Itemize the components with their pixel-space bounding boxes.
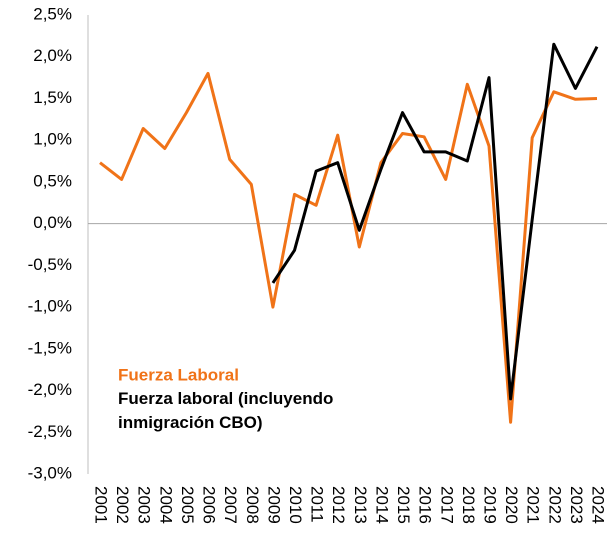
x-tick-label: 2018 [459,486,478,524]
x-tick-label: 2004 [156,486,175,524]
x-tick-label: 2006 [200,486,219,524]
x-tick-label: 2010 [286,486,305,524]
x-tick-label: 2001 [92,486,111,524]
x-tick-label: 2013 [351,486,370,524]
x-tick-label: 2022 [545,486,564,524]
x-tick-label: 2015 [394,486,413,524]
x-tick-label: 2021 [524,486,543,524]
y-tick-label: 0,0% [33,213,72,232]
x-tick-label: 2017 [437,486,456,524]
series-line [271,42,599,401]
y-tick-label: -2,5% [28,422,72,441]
legend-label: Fuerza Laboral [118,365,239,384]
x-tick-label: 2011 [308,486,327,523]
x-tick-label: 2007 [221,486,240,524]
x-tick-label: 2016 [416,486,435,524]
x-tick-label: 2005 [178,486,197,524]
x-tick-label: 2008 [243,486,262,524]
y-tick-label: 2,0% [33,46,72,65]
x-tick-label: 2023 [567,486,586,524]
y-tick-label: -1,5% [28,338,72,357]
y-tick-label: 0,5% [33,171,72,190]
legend-label: Fuerza laboral (incluyendo inmigración CB… [118,389,333,432]
x-tick-label: 2024 [589,486,608,524]
y-tick-label: -3,0% [28,463,72,482]
x-tick-label: 2009 [264,486,283,524]
y-tick-label: 1,0% [33,130,72,149]
y-tick-label: -2,0% [28,380,72,399]
x-tick-label: 2020 [502,486,521,524]
y-tick-label: -0,5% [28,255,72,274]
x-tick-label: 2002 [113,486,132,524]
x-tick-label: 2014 [372,486,391,524]
x-tick-label: 2003 [135,486,154,524]
y-tick-label: 2,5% [33,4,72,23]
x-tick-label: 2012 [329,486,348,524]
y-tick-label: -1,0% [28,297,72,316]
x-tick-label: 2019 [480,486,499,524]
y-tick-label: 1,5% [33,88,72,107]
